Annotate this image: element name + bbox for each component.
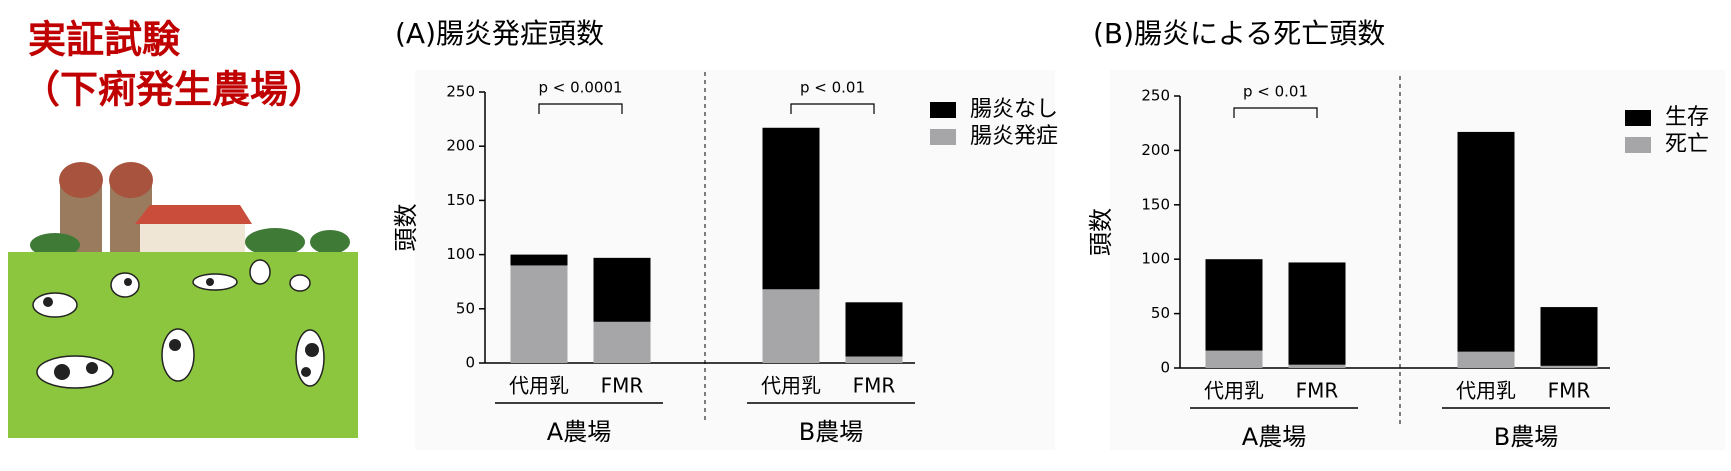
legend-label: 生存: [1665, 105, 1709, 130]
legend-swatch: [930, 129, 956, 145]
bar-segment: [762, 127, 820, 290]
annotation: p < 0.01: [1243, 83, 1308, 101]
annotation: p < 0.0001: [538, 79, 622, 97]
y-tick-label: 0: [465, 354, 475, 372]
significance-bracket: [1233, 107, 1318, 118]
y-tick-label: 150: [446, 191, 475, 209]
x-tick-label: FMR: [1548, 379, 1591, 403]
bar-segment: [1540, 307, 1598, 366]
legend-swatch: [930, 102, 956, 118]
bar-segment: [593, 321, 651, 363]
bar-segment: [510, 254, 568, 266]
y-axis-label: 頭数: [1087, 208, 1115, 256]
bar-segment: [1540, 365, 1598, 368]
annotation: p < 0.01: [800, 79, 865, 97]
y-tick-label: 0: [1160, 359, 1170, 377]
group-label: A農場: [547, 418, 611, 446]
group-label: B農場: [799, 418, 863, 446]
x-tick-label: 代用乳: [1456, 379, 1516, 403]
bar-segment: [593, 257, 651, 322]
y-tick-label: 250: [446, 83, 475, 101]
chart-title: (A)腸炎発症頭数: [395, 17, 604, 50]
y-tick-label: 200: [446, 137, 475, 155]
chart-title: (B)腸炎による死亡頭数: [1093, 17, 1385, 50]
y-axis-label: 頭数: [392, 204, 420, 252]
slide-subtitle: （下痢発生農場）: [22, 68, 326, 112]
bar-segment: [1288, 262, 1346, 365]
legend-swatch: [1625, 110, 1651, 126]
bar-segment: [510, 265, 568, 363]
slide-title: 実証試験: [28, 18, 181, 62]
bar-segment: [1457, 351, 1515, 368]
y-tick-label: 250: [1141, 87, 1170, 105]
legend-label: 腸炎発症: [970, 124, 1058, 149]
bar-segment: [845, 302, 903, 357]
y-tick-label: 50: [456, 299, 475, 317]
bar-segment: [845, 356, 903, 363]
x-tick-label: FMR: [601, 374, 644, 398]
bar-segment: [762, 289, 820, 363]
farm-illustration: [8, 162, 358, 438]
legend-label: 死亡: [1665, 132, 1709, 157]
x-tick-label: 代用乳: [509, 374, 569, 398]
bar-segment: [1457, 131, 1515, 352]
legend-swatch: [1625, 137, 1651, 153]
y-tick-label: 50: [1151, 304, 1170, 322]
y-tick-label: 200: [1141, 141, 1170, 159]
y-tick-label: 150: [1141, 195, 1170, 213]
panel-bg: [1110, 70, 1725, 450]
x-tick-label: 代用乳: [1204, 379, 1264, 403]
x-tick-label: 代用乳: [761, 374, 821, 398]
bar-segment: [1205, 259, 1263, 351]
legend-label: 腸炎なし: [970, 97, 1058, 122]
x-tick-label: FMR: [853, 374, 896, 398]
group-label: B農場: [1494, 423, 1558, 451]
bar-segment: [1205, 350, 1263, 368]
group-label: A農場: [1242, 423, 1306, 451]
y-tick-label: 100: [446, 245, 475, 263]
significance-bracket: [538, 103, 623, 114]
y-tick-label: 100: [1141, 250, 1170, 268]
bar-segment: [1288, 364, 1346, 368]
x-tick-label: FMR: [1296, 379, 1339, 403]
significance-bracket: [790, 103, 875, 114]
